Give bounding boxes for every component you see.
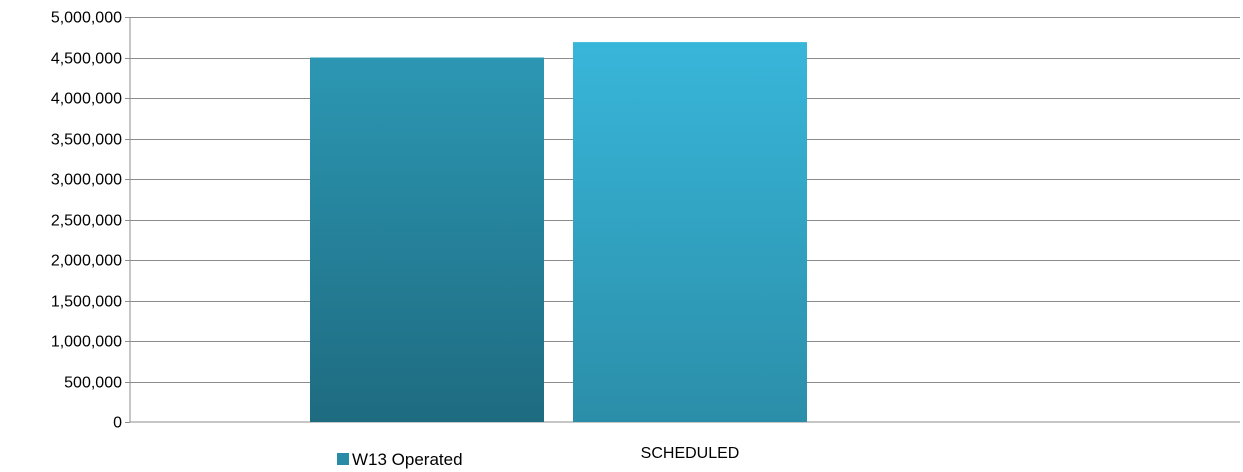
legend-swatch	[337, 453, 349, 465]
y-tick-label: 4,500,000	[51, 51, 122, 68]
y-tick-label: 1,500,000	[51, 294, 122, 311]
y-tick-label: 3,000,000	[51, 172, 122, 189]
y-tick-label: 4,000,000	[51, 91, 122, 108]
y-tick-label: 2,500,000	[51, 213, 122, 230]
y-tick-label: 0	[113, 415, 122, 432]
y-tick-label: 2,000,000	[51, 253, 122, 270]
y-tick-label: 1,000,000	[51, 334, 122, 351]
bar-1	[310, 57, 544, 422]
bar-label: SCHEDULED	[641, 445, 740, 462]
y-tick-labels: 0 500,000 1,000,000 1,500,000 2,000,000 2,500…	[51, 10, 122, 432]
y-tick-label: 3,500,000	[51, 132, 122, 149]
bar-labels: SCHEDULED	[641, 445, 740, 462]
y-tick-label: 500,000	[64, 375, 122, 392]
bars	[310, 42, 807, 423]
y-tick-label: 5,000,000	[51, 10, 122, 27]
bar-2	[573, 42, 807, 423]
legend-label: W13 Operated	[352, 450, 463, 469]
legend: W13 Operated	[337, 450, 463, 469]
